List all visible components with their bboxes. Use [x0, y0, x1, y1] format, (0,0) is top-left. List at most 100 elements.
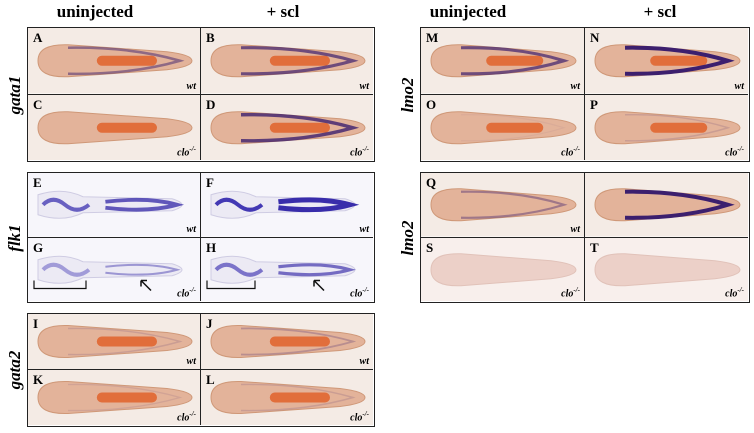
embryo-image — [201, 94, 373, 160]
embryo-image — [421, 28, 584, 94]
genotype-name: clo — [561, 147, 574, 158]
genotype-label: wt — [187, 356, 196, 367]
embryo-image — [28, 370, 200, 425]
gene-label: lmo2 — [398, 220, 417, 255]
embryo-image — [201, 173, 373, 237]
embryo-image — [585, 237, 748, 301]
panel-letter: D — [206, 96, 216, 112]
genotype-superscript: -/- — [573, 285, 580, 294]
genotype-name: wt — [186, 80, 196, 92]
panel-letter: S — [426, 239, 434, 255]
genotype-superscript: -/- — [189, 409, 196, 418]
genotype-superscript: -/- — [189, 144, 196, 153]
panel-letter: T — [590, 239, 599, 255]
genotype-name: wt — [186, 356, 196, 367]
panel — [585, 173, 748, 238]
embryo-image — [421, 173, 584, 237]
genotype-label: wt — [360, 224, 369, 235]
genotype-superscript: -/- — [362, 409, 369, 418]
panel-letter: G — [33, 239, 44, 255]
embryo-image — [421, 237, 584, 301]
embryo-image — [585, 94, 748, 160]
genotype-name: clo — [350, 412, 363, 423]
embryo-image — [28, 94, 200, 160]
genotype-label: wt — [187, 81, 196, 92]
gene-label: gata2 — [5, 350, 24, 390]
genotype-name: wt — [359, 356, 369, 367]
genotype-name: wt — [186, 223, 196, 235]
panel-letter: H — [206, 239, 217, 255]
genotype-label: clo-/- — [177, 410, 196, 423]
embryo-image — [28, 314, 200, 369]
genotype-label: wt — [571, 81, 580, 92]
genotype-name: clo — [177, 288, 190, 299]
genotype-superscript: -/- — [573, 144, 580, 153]
genotype-label: clo-/- — [350, 410, 369, 423]
panel-letter: Q — [426, 175, 437, 190]
panel-letter: L — [206, 372, 215, 387]
genotype-name: clo — [177, 147, 190, 158]
panel-letter: N — [590, 30, 600, 45]
genotype-label: wt — [735, 81, 744, 92]
embryo-image — [201, 314, 373, 369]
genotype-superscript: -/- — [737, 285, 744, 294]
genotype-name: clo — [725, 147, 738, 158]
genotype-name: clo — [561, 288, 574, 299]
genotype-label: wt — [360, 356, 369, 367]
genotype-label: wt — [187, 224, 196, 235]
genotype-label: clo-/- — [725, 286, 744, 299]
genotype-name: clo — [177, 412, 190, 423]
genotype-name: wt — [570, 80, 580, 92]
panel-letter: I — [33, 316, 39, 331]
embryo-image — [28, 28, 200, 94]
column-header: uninjected — [56, 2, 134, 21]
embryo-image — [28, 173, 200, 237]
genotype-label: clo-/- — [350, 145, 369, 158]
genotype-label: wt — [360, 81, 369, 92]
panel-letter: J — [206, 316, 213, 331]
gene-label: lmo2 — [398, 77, 417, 112]
panel-letter: F — [206, 175, 214, 190]
embryo-image — [28, 237, 200, 301]
genotype-name: clo — [725, 288, 738, 299]
column-header: + scl — [266, 2, 300, 21]
genotype-superscript: -/- — [737, 144, 744, 153]
genotype-label: clo-/- — [561, 145, 580, 158]
genotype-label: clo-/- — [350, 286, 369, 299]
genotype-name: wt — [359, 223, 369, 235]
embryo-image — [201, 28, 373, 94]
genotype-label: clo-/- — [725, 145, 744, 158]
gene-label: flk1 — [5, 223, 24, 252]
gene-label: gata1 — [5, 75, 24, 114]
panel-letter: B — [206, 30, 215, 45]
genotype-name: wt — [734, 80, 744, 92]
column-header: + scl — [643, 2, 677, 21]
column-header: uninjected — [429, 2, 507, 21]
genotype-label: clo-/- — [561, 286, 580, 299]
embryo-image — [585, 173, 748, 237]
embryo-image — [421, 94, 584, 160]
panel-letter: E — [33, 175, 42, 190]
panel-letter: P — [590, 96, 598, 112]
genotype-name: clo — [350, 147, 363, 158]
embryo-image — [201, 237, 373, 301]
